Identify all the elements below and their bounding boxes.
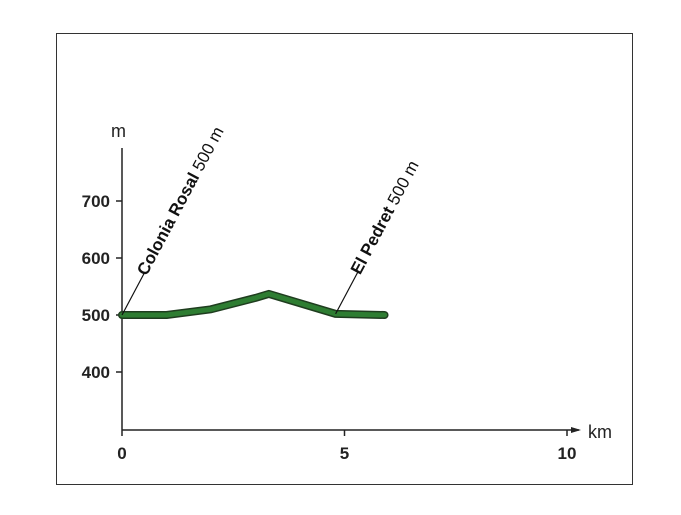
chart-frame [56, 33, 633, 485]
axes [121, 148, 581, 433]
y-tick-label: 700 [82, 192, 110, 211]
place-name: El Pedret [347, 203, 399, 277]
y-ticks: 700 600 500 400 [82, 192, 122, 382]
y-tick-label: 500 [82, 306, 110, 325]
x-tick-label: 5 [340, 444, 349, 463]
place-name: Colonia Rosal [133, 169, 203, 278]
y-axis-label: m [111, 121, 126, 141]
annotation-label: Colonia Rosal 500 m [133, 124, 227, 279]
annotation-leader-line [335, 271, 359, 315]
annotation-leader-line [121, 272, 146, 316]
annotation-label: El Pedret 500 m [347, 157, 423, 277]
x-tick-label: 0 [117, 444, 126, 463]
annotation-layer: Colonia Rosal 500 mEl Pedret 500 m [121, 124, 423, 316]
place-altitude: 500 m [384, 157, 423, 208]
x-axis-label: km [588, 422, 612, 442]
place-altitude: 500 m [189, 124, 228, 175]
y-tick-label: 600 [82, 249, 110, 268]
x-tick-label: 10 [558, 444, 577, 463]
y-tick-label: 400 [82, 363, 110, 382]
x-ticks: 0 5 10 [117, 430, 576, 463]
x-axis-arrow-icon [571, 427, 581, 433]
